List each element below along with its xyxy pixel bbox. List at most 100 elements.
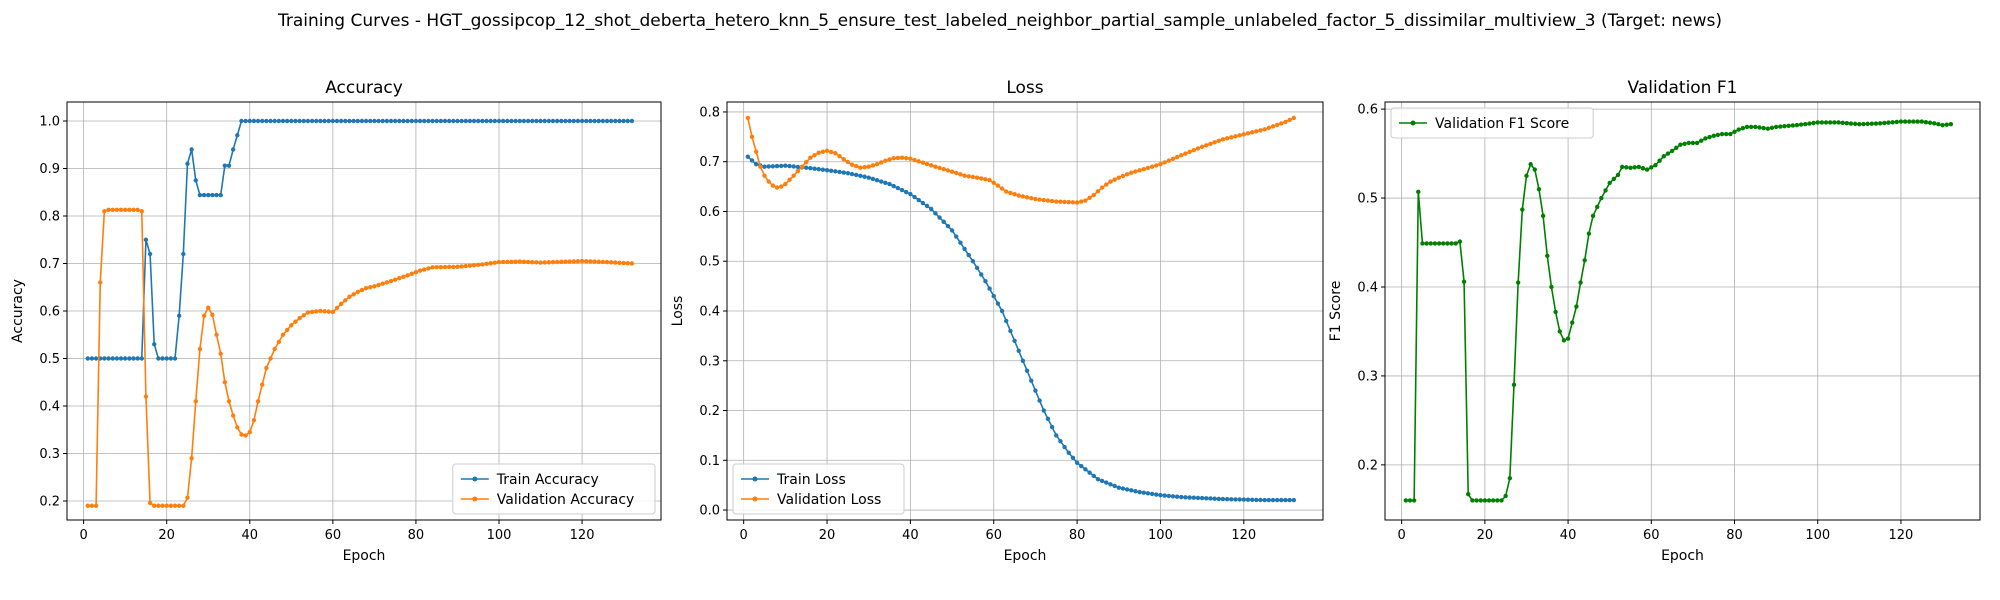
data-point: [1773, 124, 1779, 130]
data-point: [1782, 123, 1787, 129]
data-point: [368, 118, 373, 124]
data-point: [1699, 138, 1704, 143]
data-point: [226, 163, 232, 168]
data-point: [189, 147, 194, 152]
data-point: [152, 342, 157, 347]
data-point: [1732, 129, 1737, 134]
data-point: [1898, 119, 1904, 124]
data-point: [509, 259, 514, 264]
data-point: [941, 219, 946, 225]
data-point: [334, 118, 340, 124]
data-point: [496, 259, 502, 265]
data-point: [1919, 119, 1924, 124]
y-tick-label: 0.3: [1357, 369, 1378, 384]
data-point: [185, 161, 190, 166]
data-point: [895, 185, 901, 191]
y-tick-label: 0.5: [39, 352, 60, 367]
data-point: [463, 118, 468, 124]
data-point: [1490, 498, 1496, 503]
y-axis-label: Accuracy: [10, 279, 26, 343]
data-point: [753, 162, 759, 167]
data-point: [862, 164, 867, 170]
data-point: [1183, 495, 1188, 500]
data-point: [122, 207, 128, 213]
data-point: [613, 260, 618, 265]
data-point: [521, 259, 527, 264]
data-point: [829, 149, 834, 155]
data-point: [1195, 495, 1201, 501]
data-point: [1166, 158, 1171, 163]
data-point: [1728, 131, 1733, 137]
data-point: [392, 118, 398, 124]
data-point: [916, 197, 921, 203]
data-point: [1840, 120, 1845, 126]
data-point: [613, 118, 618, 124]
y-tick-label: 0.3: [39, 447, 60, 462]
data-point: [1145, 491, 1151, 496]
data-point: [255, 399, 261, 404]
data-point: [189, 456, 194, 461]
data-point: [883, 180, 888, 186]
data-point: [1241, 132, 1247, 137]
data-point: [1149, 164, 1155, 169]
data-point: [1270, 497, 1276, 503]
data-point: [588, 118, 593, 124]
data-point: [289, 118, 294, 124]
data-point: [1124, 172, 1130, 177]
data-point: [774, 163, 780, 169]
data-point: [1062, 444, 1067, 450]
data-point: [1578, 280, 1583, 285]
data-point: [1095, 189, 1101, 194]
data-point: [845, 159, 851, 165]
data-point: [168, 356, 174, 361]
data-point: [933, 164, 938, 169]
data-point: [397, 118, 402, 124]
data-point: [1137, 489, 1142, 495]
data-point: [93, 356, 99, 361]
data-point: [206, 305, 211, 310]
data-point: [492, 260, 498, 265]
data-point: [608, 118, 614, 124]
data-point: [1769, 125, 1775, 130]
data-point: [1062, 199, 1067, 205]
data-point: [816, 150, 821, 155]
data-point: [355, 118, 360, 124]
data-point: [1511, 382, 1517, 388]
data-point: [567, 259, 572, 264]
data-point: [987, 177, 992, 183]
data-point: [1233, 134, 1238, 139]
data-point: [201, 192, 207, 198]
data-point: [488, 118, 493, 124]
subplot-2: 0 20 40 60 80 100 120 0.2 0.3 0.4 0.5 0.6 Validation…: [1328, 78, 1981, 564]
data-point: [1528, 162, 1533, 167]
data-point: [1507, 476, 1513, 481]
data-point: [1407, 498, 1413, 503]
data-point: [1054, 199, 1059, 204]
data-point: [193, 399, 198, 404]
data-point: [1220, 137, 1226, 142]
data-point: [563, 118, 568, 124]
data-point: [347, 294, 352, 299]
data-point: [114, 356, 120, 361]
data-point: [1129, 488, 1134, 493]
data-point: [330, 118, 336, 124]
data-point: [214, 332, 219, 337]
data-point: [596, 118, 601, 124]
data-point: [1129, 170, 1134, 175]
data-point: [451, 118, 456, 124]
data-point: [1586, 231, 1592, 236]
data-point: [268, 356, 273, 361]
data-point: [1428, 241, 1433, 246]
data-point: [376, 282, 381, 288]
data-point: [1416, 189, 1421, 195]
data-point: [247, 118, 252, 124]
data-point: [824, 148, 830, 153]
data-point: [538, 118, 543, 124]
data-point: [874, 162, 880, 167]
data-point: [1054, 433, 1059, 438]
data-point: [1041, 197, 1046, 203]
data-point: [908, 156, 913, 161]
data-point: [920, 160, 926, 165]
data-point: [1045, 198, 1051, 203]
